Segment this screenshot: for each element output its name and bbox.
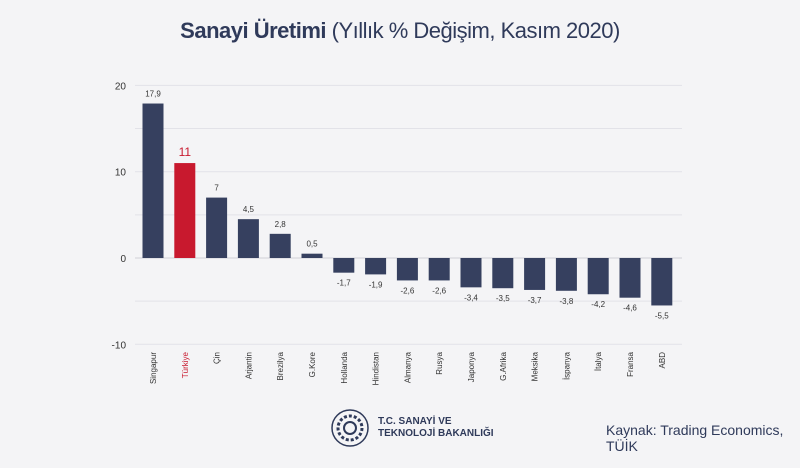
- x-tick-label: Fransa: [626, 351, 635, 376]
- data-label: 4,5: [243, 205, 255, 214]
- data-label: 0,5: [306, 240, 318, 249]
- bar-ABD: [651, 258, 673, 306]
- bar-Çin: [206, 197, 228, 258]
- data-label: -3,7: [528, 296, 542, 305]
- x-tick-label: Almanya: [403, 351, 412, 383]
- chart-title: Sanayi Üretimi (Yıllık % Değişim, Kasım …: [0, 18, 800, 44]
- bar-Türkiye: [174, 163, 196, 258]
- data-label: -3,8: [560, 297, 574, 306]
- y-tick-label: 20: [115, 81, 127, 92]
- x-tick-label: İtalya: [594, 351, 603, 371]
- x-tick-label: Brezilya: [276, 351, 285, 380]
- bar-Arjantin: [237, 219, 259, 258]
- data-label: -3,5: [496, 294, 510, 303]
- bar-Fransa: [619, 258, 641, 298]
- x-tick-label: ABD: [658, 352, 667, 369]
- x-tick-label: Arjantin: [244, 352, 253, 379]
- y-tick-label: -10: [112, 340, 127, 351]
- bar-Brezilya: [269, 233, 291, 258]
- data-label: 17,9: [145, 90, 161, 99]
- data-label: -4,6: [623, 304, 637, 313]
- bar-Hollanda: [333, 258, 355, 273]
- org-line2: TEKNOLOJİ BAKANLIĞI: [378, 428, 494, 439]
- bar-Rusya: [428, 258, 450, 281]
- bar-Almanya: [396, 258, 418, 281]
- source-note: Kaynak: Trading Economics, TÜİK: [606, 422, 784, 454]
- data-label: -2,6: [432, 286, 446, 295]
- x-tick-label: Japonya: [467, 351, 476, 382]
- emblem-icon: [331, 409, 369, 447]
- bar-Japonya: [460, 258, 482, 288]
- bar-Singapur: [142, 103, 164, 258]
- x-tick-label: İspanya: [562, 351, 571, 380]
- data-label: 7: [214, 184, 219, 193]
- data-label: -4,2: [591, 300, 605, 309]
- data-label: -1,7: [337, 279, 351, 288]
- x-tick-label: Türkiye: [181, 351, 190, 378]
- y-tick-label: 0: [120, 254, 126, 265]
- bar-Meksika: [524, 258, 546, 290]
- data-label: -5,5: [655, 311, 669, 320]
- org-line1: T.C. SANAYİ VE: [378, 416, 452, 427]
- bar-İspanya: [555, 258, 577, 291]
- x-tick-label: Rusya: [435, 351, 444, 374]
- bar-Hindistan: [365, 258, 387, 275]
- data-label: 11: [179, 145, 192, 159]
- bar-G.Afrika: [492, 258, 514, 289]
- data-label: -3,4: [464, 293, 478, 302]
- bar-G.Kore: [301, 253, 323, 258]
- x-tick-label: Çin: [213, 352, 222, 364]
- title-sub: (Yıllık % Değişim, Kasım 2020): [331, 18, 621, 43]
- ministry-logo: T.C. SANAYİ VE TEKNOLOJİ BAKANLIĞI: [330, 408, 494, 448]
- x-tick-label: G.Kore: [308, 351, 317, 377]
- x-tick-label: Hindistan: [372, 352, 381, 385]
- x-tick-label: G.Afrika: [499, 351, 508, 380]
- x-tick-label: Meksika: [531, 351, 540, 381]
- x-tick-label: Hollanda: [340, 351, 349, 383]
- data-label: -1,9: [369, 280, 383, 289]
- title-main: Sanayi Üretimi: [180, 18, 326, 43]
- data-label: 2,8: [275, 220, 287, 229]
- data-label: -2,6: [401, 286, 415, 295]
- x-tick-label: Singapur: [149, 352, 158, 384]
- y-tick-label: 10: [115, 168, 127, 179]
- bar-İtalya: [587, 258, 609, 295]
